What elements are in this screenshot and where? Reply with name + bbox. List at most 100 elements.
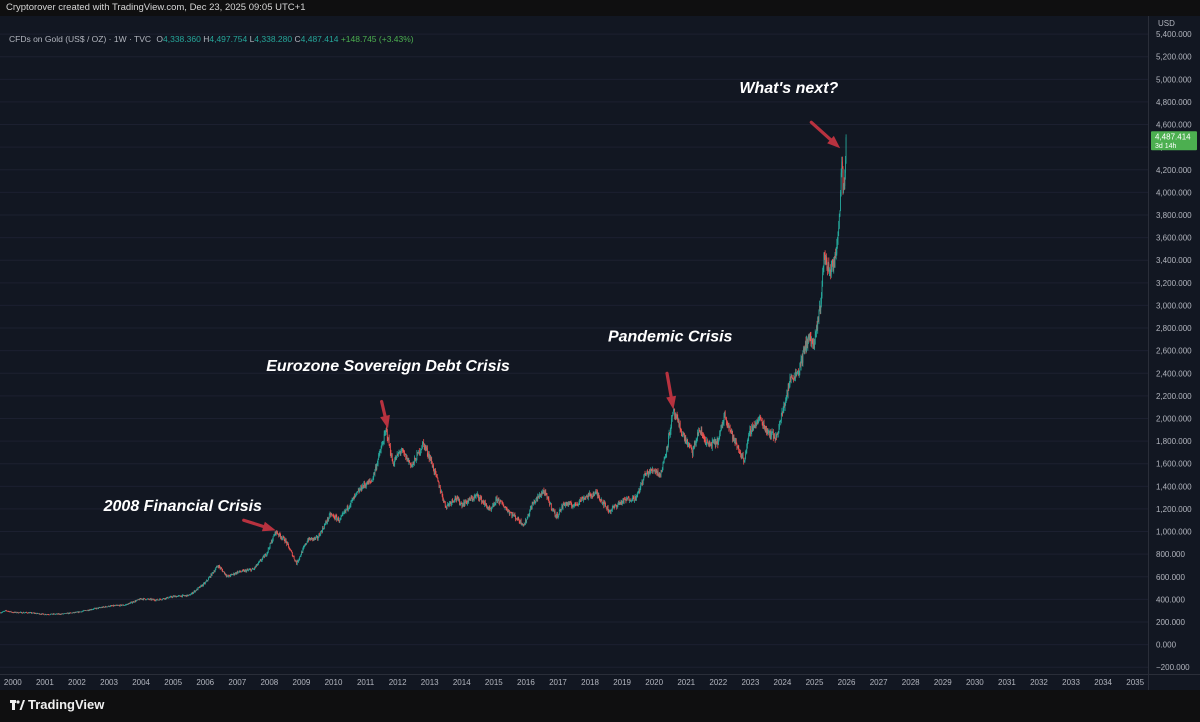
candle xyxy=(535,498,537,504)
candle xyxy=(737,444,739,450)
candle-body xyxy=(732,434,734,440)
candle-body xyxy=(324,524,325,529)
candle xyxy=(573,504,575,509)
candle-body xyxy=(67,612,69,614)
candle-body xyxy=(516,518,518,520)
candle-body xyxy=(354,494,356,497)
candle-body xyxy=(217,566,219,568)
candle xyxy=(323,523,325,530)
candle xyxy=(312,537,314,542)
candle-body xyxy=(772,431,774,433)
candle-body xyxy=(111,605,113,607)
candle-body xyxy=(701,430,703,433)
candle-body xyxy=(95,608,97,609)
candle-body xyxy=(747,438,749,442)
candle xyxy=(506,506,508,511)
candle-body xyxy=(842,161,843,169)
candle-body xyxy=(447,503,449,506)
candle-body xyxy=(242,570,244,571)
candle-body xyxy=(702,432,703,436)
candle xyxy=(212,571,214,574)
candle xyxy=(491,506,492,512)
candle xyxy=(97,607,98,609)
candle-body xyxy=(552,509,553,511)
candle-body xyxy=(130,602,132,603)
candle xyxy=(64,613,66,614)
candle xyxy=(206,579,207,582)
candle-body xyxy=(57,613,59,615)
candle xyxy=(763,419,765,429)
candle xyxy=(719,430,721,437)
candle-body xyxy=(219,567,221,569)
candle-body xyxy=(343,512,344,514)
candle-body xyxy=(774,438,776,440)
x-tick-label: 2026 xyxy=(838,678,856,687)
candle-body xyxy=(777,432,779,435)
candle-body xyxy=(128,603,130,604)
candle xyxy=(375,464,376,472)
chart-area[interactable]: 2008 Financial Crisis Eurozone Sovereign … xyxy=(0,16,1200,690)
x-tick-label: 2019 xyxy=(613,678,631,687)
candle-body xyxy=(748,434,749,439)
candle xyxy=(142,598,144,601)
candle xyxy=(179,595,180,597)
candle-body xyxy=(178,595,180,597)
candle xyxy=(166,597,167,600)
candle-body xyxy=(523,524,525,525)
candle xyxy=(571,502,573,509)
candle-body xyxy=(275,530,277,534)
candle-body xyxy=(218,565,220,568)
candle xyxy=(830,260,832,278)
candle xyxy=(269,546,270,550)
candle xyxy=(31,611,32,614)
candle-body xyxy=(208,578,209,581)
candle-body xyxy=(663,459,665,463)
candle xyxy=(430,456,432,464)
candle xyxy=(180,595,182,597)
candle xyxy=(729,424,731,434)
candle xyxy=(304,544,306,548)
candle-body xyxy=(664,457,666,460)
candle-body xyxy=(432,465,434,468)
candle xyxy=(485,503,487,507)
candle xyxy=(685,439,687,445)
candle xyxy=(380,448,381,453)
candle xyxy=(695,440,697,446)
candle xyxy=(385,430,386,436)
candle xyxy=(374,469,376,477)
candle xyxy=(24,611,26,614)
candle xyxy=(725,417,727,419)
candle xyxy=(334,516,336,521)
candle xyxy=(452,500,454,503)
candle xyxy=(658,471,660,478)
candle xyxy=(542,490,544,495)
candle-body xyxy=(433,465,434,471)
candle-body xyxy=(665,454,667,456)
candle-body xyxy=(235,572,237,574)
candle-body xyxy=(493,503,495,506)
candle xyxy=(227,574,229,577)
candle-body xyxy=(369,480,371,482)
candle-body xyxy=(539,494,541,497)
candle-body xyxy=(513,515,515,516)
x-tick-label: 2033 xyxy=(1062,678,1080,687)
candle-body xyxy=(325,521,326,524)
candle xyxy=(309,537,311,540)
candle xyxy=(688,442,690,448)
candle xyxy=(556,511,558,519)
candle-body xyxy=(476,494,478,496)
candle xyxy=(227,575,228,577)
symbol-name[interactable]: CFDs on Gold (US$ / OZ) · 1W · TVC xyxy=(9,34,152,44)
candle xyxy=(462,502,464,507)
candle xyxy=(475,494,477,500)
candle xyxy=(415,458,417,462)
candle xyxy=(187,594,189,597)
candle xyxy=(401,447,402,454)
candle xyxy=(510,511,512,514)
tradingview-logo[interactable]: TradingView xyxy=(10,697,104,712)
candle xyxy=(249,568,251,571)
candle xyxy=(284,539,286,544)
candle xyxy=(696,438,698,443)
